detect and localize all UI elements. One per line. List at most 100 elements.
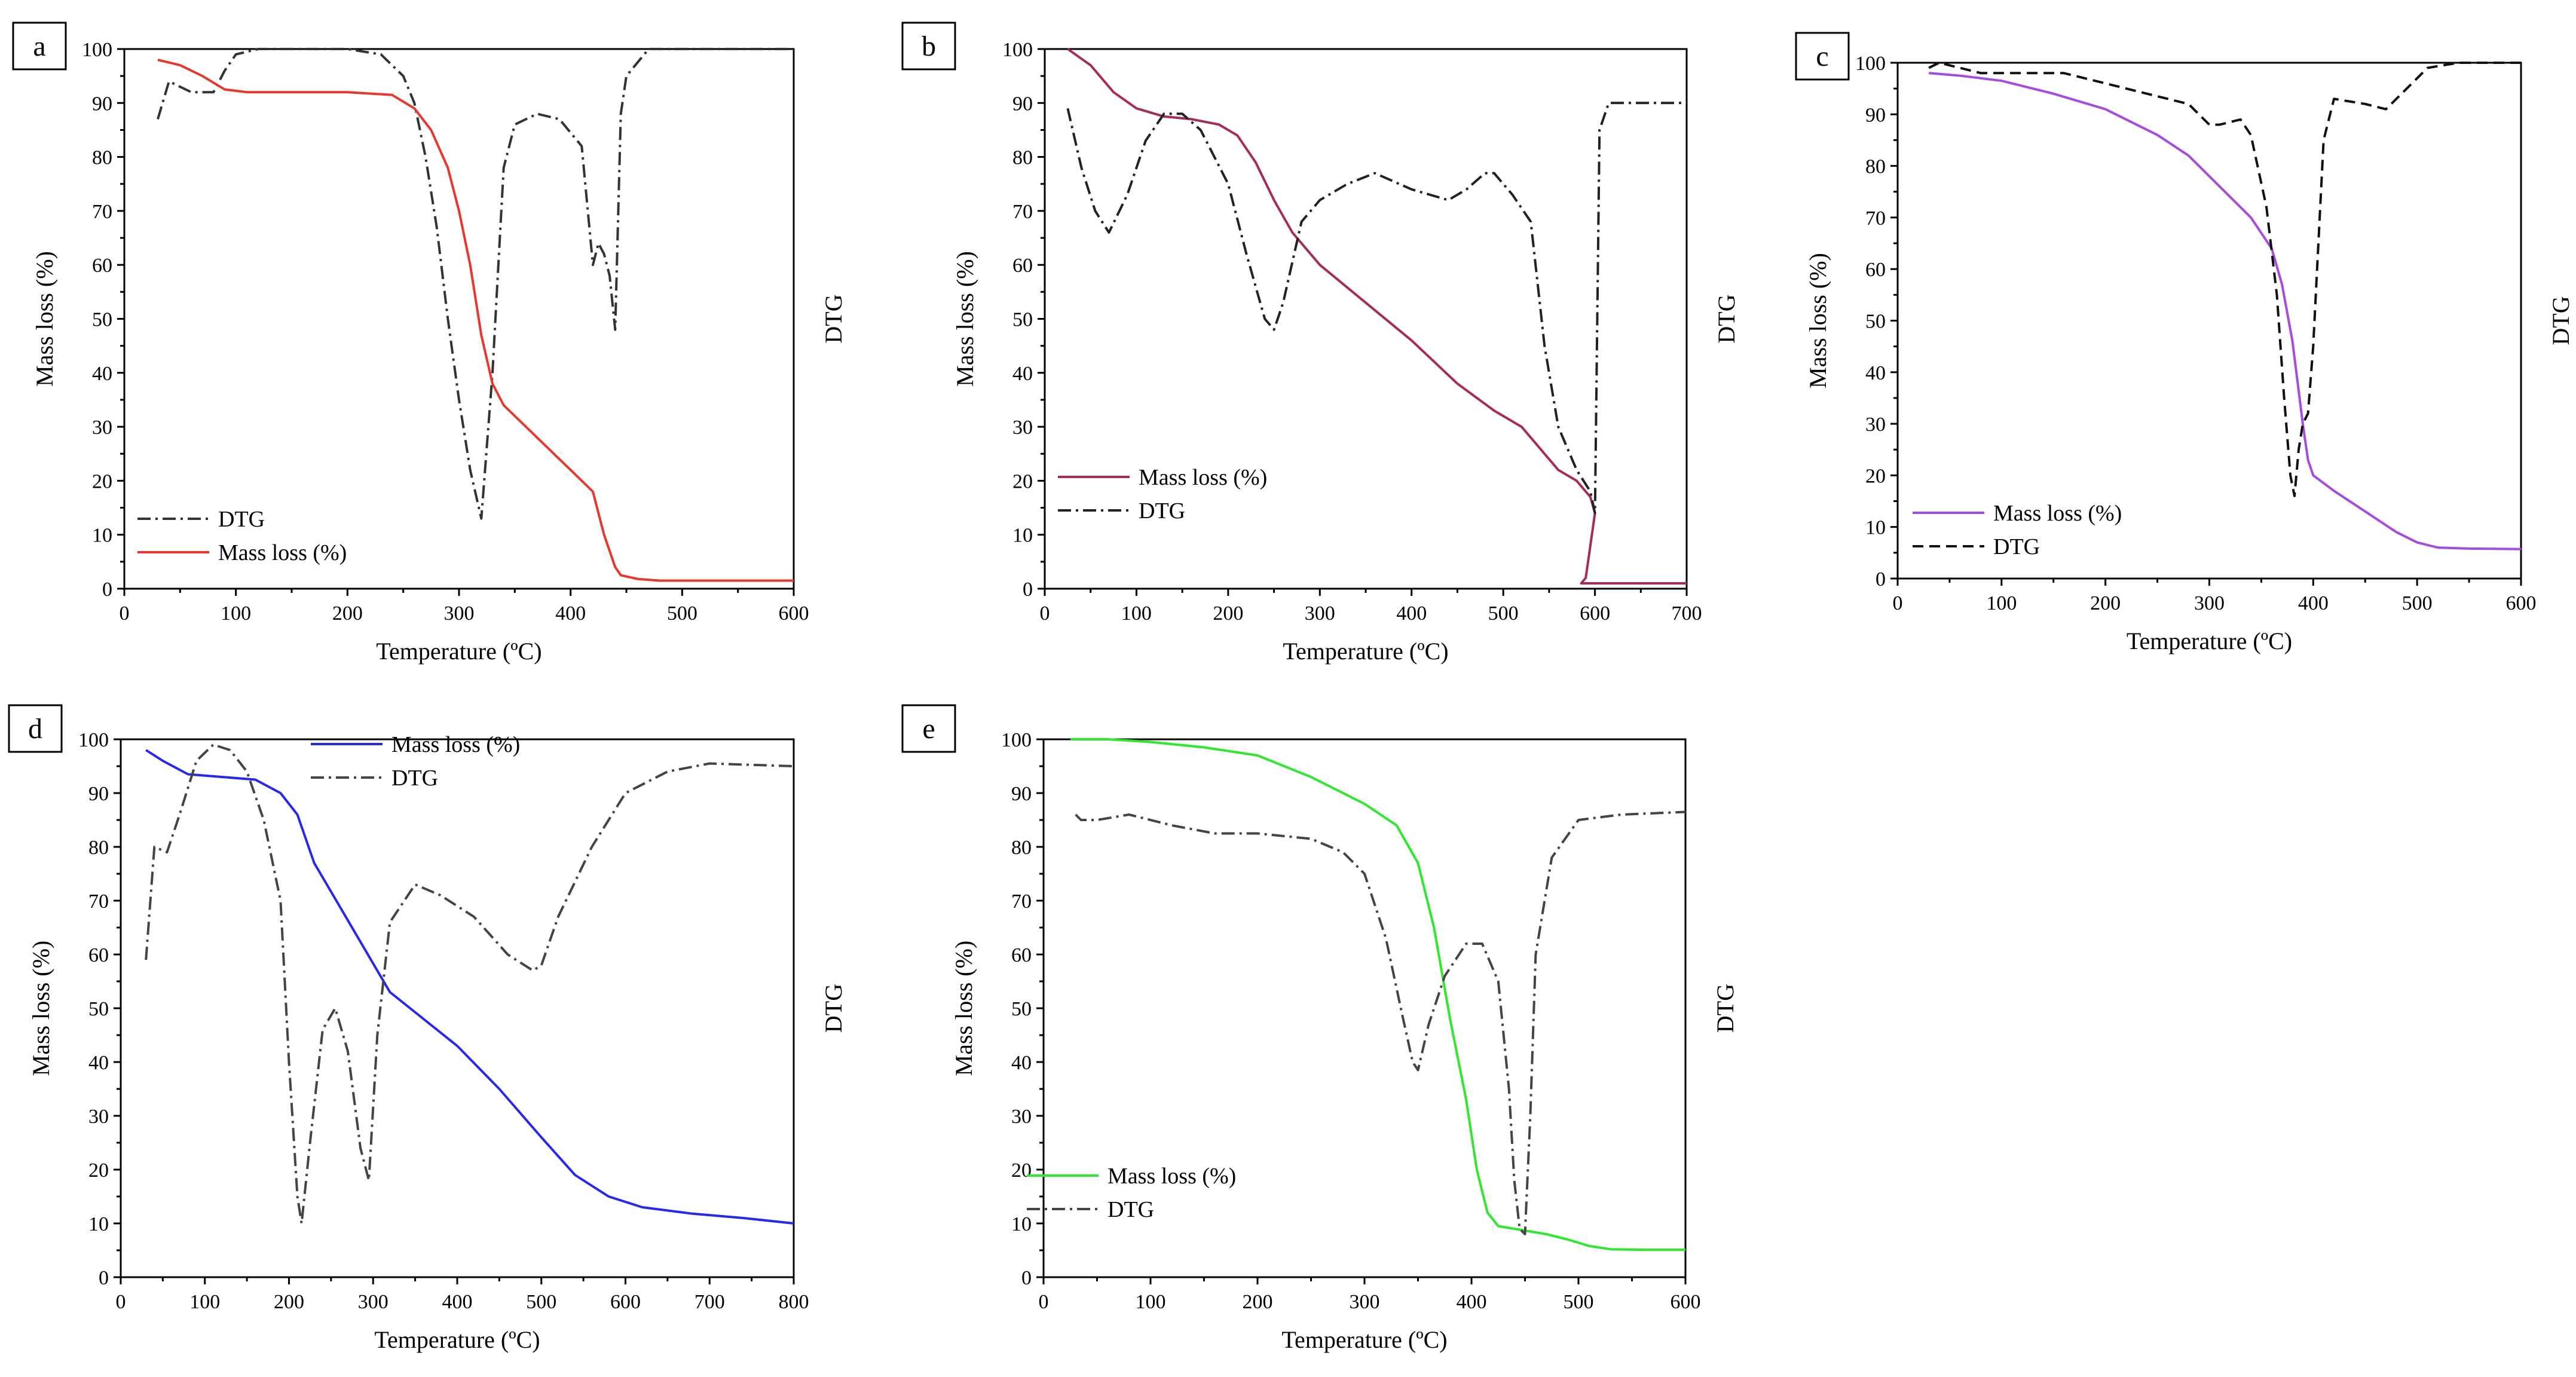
x-tick-label: 200 <box>332 602 363 625</box>
y-tick-label: 40 <box>1011 1052 1032 1074</box>
y-tick-label: 90 <box>88 783 109 805</box>
y-tick-label: 40 <box>88 1052 109 1074</box>
x-tick-label: 100 <box>1136 1291 1166 1313</box>
y-tick-label: 60 <box>92 255 112 277</box>
legend-label: Mass loss (%) <box>391 732 520 757</box>
x-tick-label: 200 <box>274 1291 304 1313</box>
x-tick-label: 100 <box>221 602 251 625</box>
y-tick-label: 100 <box>82 39 112 61</box>
legend-label: Mass loss (%) <box>1108 1164 1236 1189</box>
x-axis-title: Temperature (ºC) <box>1281 1326 1447 1353</box>
x-tick-label: 500 <box>667 602 697 625</box>
y-tick-label: 80 <box>1012 147 1033 169</box>
legend-label: DTG <box>1993 534 2040 559</box>
y-tick-label: 50 <box>1012 309 1033 331</box>
x-tick-label: 300 <box>2194 592 2225 614</box>
x-tick-label: 0 <box>1893 592 1903 614</box>
y-tick-label: 0 <box>99 1267 109 1289</box>
y-tick-label: 80 <box>1865 156 1886 178</box>
y-tick-label: 20 <box>1865 465 1886 487</box>
plot-frame <box>1896 62 2522 580</box>
y-axis-title: Mass loss (%) <box>952 251 978 387</box>
x-tick-label: 400 <box>442 1291 473 1313</box>
x-tick-label: 400 <box>1396 602 1427 625</box>
x-tick-label: 500 <box>1488 602 1519 625</box>
y-tick-label: 0 <box>1021 1267 1032 1289</box>
y-tick-label: 10 <box>88 1213 109 1235</box>
y-axis-title: Mass loss (%) <box>27 941 54 1076</box>
y-axis-title: Mass loss (%) <box>1804 253 1831 388</box>
x-tick-label: 0 <box>1040 602 1050 625</box>
y-tick-label: 40 <box>1865 362 1886 384</box>
y-tick-label: 70 <box>92 201 112 223</box>
y-tick-label: 70 <box>88 891 109 913</box>
y-tick-label: 70 <box>1865 207 1886 230</box>
series-line-dtg <box>1066 102 1687 515</box>
series-line-dtg <box>157 48 794 520</box>
y-tick-label: 60 <box>1865 259 1886 281</box>
legend-label: Mass loss (%) <box>1139 465 1267 490</box>
x-tick-label: 500 <box>526 1291 556 1313</box>
legend-label: Mass loss (%) <box>218 540 347 565</box>
x-tick-label: 500 <box>1564 1291 1594 1313</box>
y-tick-label: 10 <box>1011 1213 1032 1235</box>
x-tick-label: 100 <box>1121 602 1152 625</box>
y-tick-label: 40 <box>92 363 112 385</box>
x-tick-label: 300 <box>1305 602 1335 625</box>
legend-label: DTG <box>391 766 438 791</box>
y-tick-label: 90 <box>1011 783 1032 805</box>
x-tick-label: 700 <box>1672 602 1702 625</box>
y-tick-label: 90 <box>92 93 112 115</box>
panel-label: d <box>28 713 42 745</box>
panel-label: e <box>922 713 935 745</box>
y-tick-label: 30 <box>88 1106 109 1128</box>
series-line-mass-loss <box>1929 72 2522 550</box>
x-tick-label: 100 <box>189 1291 220 1313</box>
x-axis-title: Temperature (ºC) <box>2127 628 2292 654</box>
panel-label-box <box>12 22 67 71</box>
legend-label: DTG <box>1108 1197 1154 1222</box>
y-tick-label: 30 <box>1865 414 1886 436</box>
legend-label: DTG <box>218 507 265 532</box>
panel-label-box <box>901 704 956 753</box>
x-tick-label: 200 <box>2090 592 2121 614</box>
y-tick-label: 100 <box>1855 53 1886 75</box>
series-line-mass-loss <box>157 59 794 582</box>
panel-label-box <box>1795 32 1850 81</box>
chart-panel-d: d 0 100 200 300 400 500 600 700 800 0 10 20 30 40 50 60 7… <box>8 704 847 1353</box>
series-line-dtg <box>1075 810 1686 1235</box>
y-tick-label: 10 <box>92 525 112 547</box>
x-tick-label: 300 <box>444 602 475 625</box>
y-tick-label: 50 <box>92 309 112 331</box>
x-tick-label: 200 <box>1213 602 1243 625</box>
panel-label-box <box>8 704 63 753</box>
x-tick-label: 600 <box>610 1291 641 1313</box>
y-tick-label: 50 <box>1865 311 1886 333</box>
x-tick-label: 400 <box>2298 592 2329 614</box>
x-tick-label: 400 <box>555 602 586 625</box>
legend-label: Mass loss (%) <box>1993 501 2122 526</box>
x-tick-label: 300 <box>358 1291 388 1313</box>
y-tick-label: 80 <box>1011 837 1032 859</box>
y-axis-title: Mass loss (%) <box>950 941 977 1076</box>
y2-axis-title: DTG <box>1713 294 1740 343</box>
series-line-mass-loss <box>145 749 794 1225</box>
x-tick-label: 800 <box>779 1291 809 1313</box>
x-axis-title: Temperature (ºC) <box>1283 638 1448 665</box>
y-tick-label: 30 <box>1011 1106 1032 1128</box>
x-tick-label: 0 <box>1039 1291 1049 1313</box>
y-tick-label: 90 <box>1865 104 1886 126</box>
x-tick-label: 600 <box>2506 592 2537 614</box>
x-tick-label: 600 <box>1580 602 1610 625</box>
y-tick-label: 80 <box>92 147 112 169</box>
y2-axis-title: DTG <box>820 984 847 1033</box>
y-tick-label: 60 <box>88 944 109 966</box>
panel-label: b <box>922 30 936 62</box>
y-tick-label: 10 <box>1012 525 1033 547</box>
x-tick-label: 200 <box>1243 1291 1273 1313</box>
y-tick-label: 30 <box>92 417 112 439</box>
y-tick-label: 70 <box>1011 891 1032 913</box>
y-tick-label: 60 <box>1012 255 1033 277</box>
y-tick-label: 70 <box>1012 201 1033 223</box>
